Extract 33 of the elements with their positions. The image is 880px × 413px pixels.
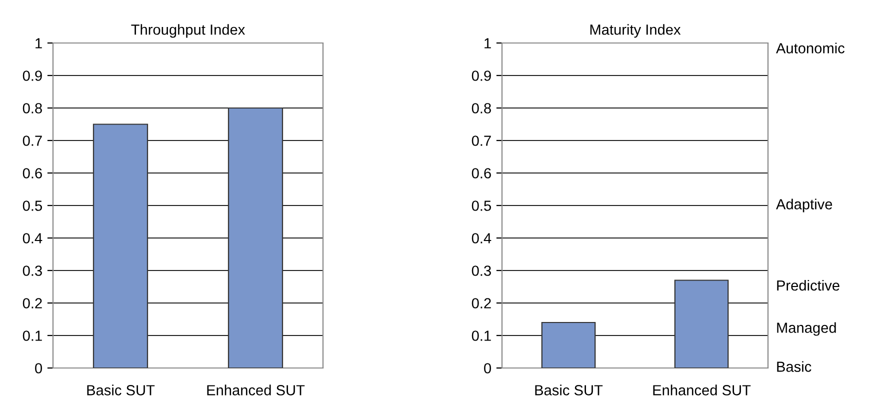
y-tick-label: 0.2 xyxy=(22,298,42,308)
y-tick-label: 0.1 xyxy=(22,330,42,341)
text: Basic xyxy=(777,361,812,372)
text: Managed xyxy=(777,322,836,336)
text: Autonomic xyxy=(776,42,844,54)
y-tick-label: 0.4 xyxy=(472,233,492,244)
x-tick-label: Enhanced SUT xyxy=(653,384,751,396)
y-tick-label: 1 xyxy=(36,38,42,48)
chart-title: Maturity Index xyxy=(590,24,681,38)
y-tick-label: 0.4 xyxy=(22,233,42,244)
y-tick-label: 0.8 xyxy=(22,103,42,114)
text: Predictive xyxy=(777,280,840,291)
x-tick-label: Enhanced SUT xyxy=(207,384,305,396)
y-tick-label: 0.9 xyxy=(22,70,42,81)
x-tick-label: Basic SUT xyxy=(535,384,603,396)
y-tick-label: 0.6 xyxy=(472,168,491,178)
y-tick-label: 0.9 xyxy=(472,70,491,81)
y-tick-label: 0.7 xyxy=(472,136,491,146)
y-tick-label: 0.6 xyxy=(22,168,42,178)
y-tick-label: 0 xyxy=(35,363,42,374)
y-tick-label: 0.3 xyxy=(22,266,42,276)
text: Adaptive xyxy=(776,198,832,212)
x-tick-label: Basic SUT xyxy=(87,384,155,396)
y-tick-label: 0.5 xyxy=(472,200,491,211)
chart-title: Throughput Index xyxy=(131,24,246,38)
y-tick-label: 0.7 xyxy=(22,136,42,146)
y-tick-label: 0.5 xyxy=(22,200,42,211)
y-tick-label: 0.3 xyxy=(472,266,491,276)
y-tick-label: 0 xyxy=(484,363,492,374)
y-tick-label: 0.8 xyxy=(472,103,491,114)
y-tick-label: 0.2 xyxy=(472,298,491,308)
y-tick-label: 1 xyxy=(484,38,491,48)
y-tick-label: 0.1 xyxy=(472,330,491,341)
